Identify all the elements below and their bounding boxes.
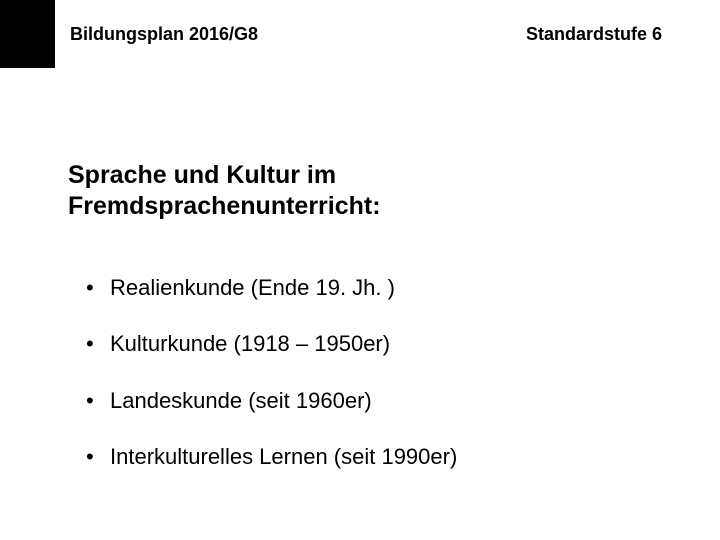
bullet-marker: • bbox=[86, 388, 110, 414]
list-item: • Interkulturelles Lernen (seit 1990er) bbox=[86, 444, 457, 470]
bullet-text: Landeskunde (seit 1960er) bbox=[110, 388, 457, 414]
bullet-marker: • bbox=[86, 444, 110, 470]
bullet-marker: • bbox=[86, 331, 110, 357]
header-right-text: Standardstufe 6 bbox=[526, 24, 662, 45]
header-left-text: Bildungsplan 2016/G8 bbox=[70, 24, 258, 45]
bullet-text: Realienkunde (Ende 19. Jh. ) bbox=[110, 275, 457, 301]
slide-title: Sprache und Kultur im Fremdsprachenunter… bbox=[68, 160, 381, 223]
bullet-marker: • bbox=[86, 275, 110, 301]
list-item: • Kulturkunde (1918 – 1950er) bbox=[86, 331, 457, 357]
title-line-2: Fremdsprachenunterricht: bbox=[68, 191, 381, 222]
bullet-text: Interkulturelles Lernen (seit 1990er) bbox=[110, 444, 457, 470]
slide: Bildungsplan 2016/G8 Standardstufe 6 Spr… bbox=[0, 0, 720, 540]
title-line-1: Sprache und Kultur im bbox=[68, 160, 381, 191]
list-item: • Landeskunde (seit 1960er) bbox=[86, 388, 457, 414]
header: Bildungsplan 2016/G8 Standardstufe 6 bbox=[0, 24, 720, 45]
bullet-text: Kulturkunde (1918 – 1950er) bbox=[110, 331, 457, 357]
bullet-list: • Realienkunde (Ende 19. Jh. ) • Kulturk… bbox=[86, 275, 457, 501]
list-item: • Realienkunde (Ende 19. Jh. ) bbox=[86, 275, 457, 301]
